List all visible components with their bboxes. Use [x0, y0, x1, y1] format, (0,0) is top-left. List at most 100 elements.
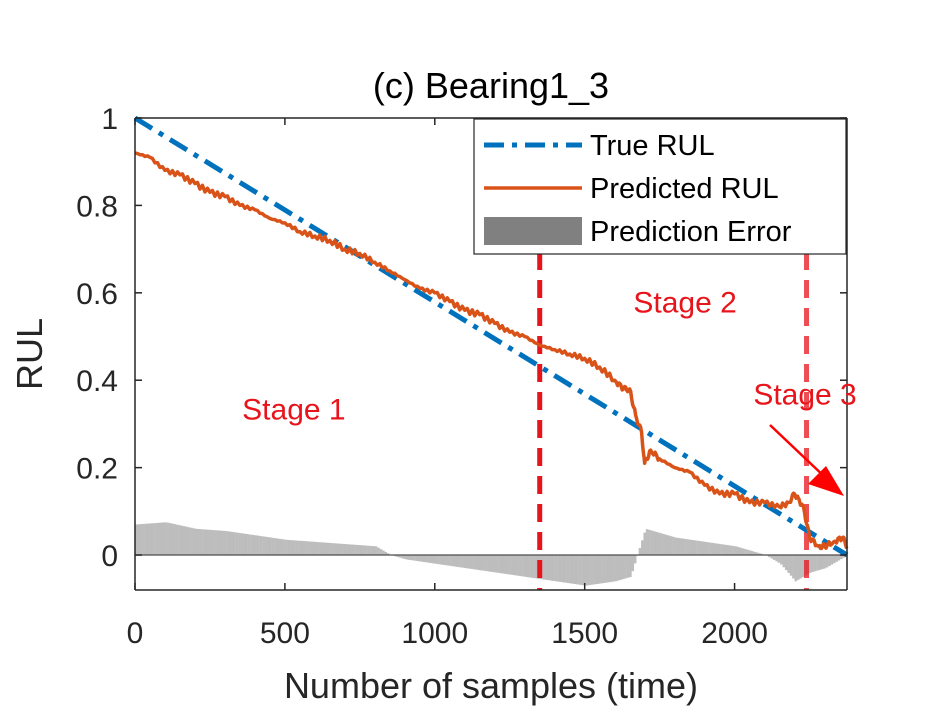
prediction-error-bar: [489, 555, 493, 572]
stage-label: Stage 1: [242, 394, 345, 427]
prediction-error-bar: [780, 555, 783, 565]
y-tick-label: 1: [101, 103, 118, 136]
prediction-error-bar: [302, 541, 306, 556]
prediction-error-bar: [144, 523, 148, 556]
prediction-error-bar: [396, 555, 400, 557]
prediction-error-bar: [796, 555, 800, 580]
prediction-error-bar: [355, 544, 359, 556]
prediction-error-bar: [228, 531, 232, 556]
prediction-error-bar: [139, 524, 143, 556]
prediction-error-bar: [631, 555, 635, 572]
prediction-error-bar: [199, 529, 203, 556]
prediction-error-bar: [295, 540, 299, 556]
prediction-error-bar: [748, 550, 752, 556]
prediction-error-bar: [269, 537, 272, 556]
prediction-error-bar: [209, 529, 212, 556]
prediction-error-bar: [612, 555, 615, 582]
prediction-error-bars: [135, 522, 848, 586]
prediction-error-bar: [511, 555, 515, 575]
prediction-error-bar: [674, 537, 678, 556]
prediction-error-bar: [240, 533, 244, 556]
prediction-error-bar: [166, 522, 169, 556]
stage-boundaries: [537, 252, 810, 590]
prediction-error-bar: [379, 549, 383, 556]
prediction-error-bar: [386, 553, 390, 556]
prediction-error-bar: [204, 529, 208, 556]
prediction-error-bar: [154, 523, 157, 556]
prediction-error-bar: [816, 555, 819, 571]
prediction-error-bar: [288, 540, 292, 556]
prediction-error-bar: [739, 547, 742, 556]
prediction-error-bar: [686, 539, 690, 556]
legend-entry: True RUL: [590, 130, 715, 162]
prediction-error-bar: [705, 542, 709, 556]
prediction-error-bar: [518, 555, 522, 577]
prediction-error-bar: [259, 536, 263, 556]
prediction-error-bar: [744, 549, 747, 556]
prediction-error-bar: [458, 555, 462, 568]
prediction-error-bar: [312, 541, 316, 556]
stage-label: Stage 3: [753, 378, 856, 411]
prediction-error-bar: [314, 541, 318, 556]
prediction-error-bar: [439, 555, 443, 565]
prediction-error-bar: [784, 555, 788, 571]
prediction-error-bar: [437, 555, 440, 565]
prediction-error-bar: [310, 541, 313, 556]
prediction-error-bar: [451, 555, 455, 567]
prediction-error-bar: [753, 551, 757, 556]
predicted-rul-line: [134, 151, 849, 551]
prediction-error-bar: [343, 544, 347, 556]
chart-title: (c) Bearing1_3: [373, 65, 609, 106]
prediction-error-bar: [336, 543, 340, 556]
prediction-error-bar: [813, 555, 817, 572]
prediction-error-bar: [307, 541, 311, 556]
prediction-error-bar: [238, 532, 241, 556]
prediction-error-bar: [293, 540, 296, 556]
prediction-error-bar: [665, 534, 668, 556]
prediction-error-bar: [698, 541, 702, 556]
prediction-error-bar: [331, 543, 335, 556]
prediction-error-bar: [403, 555, 407, 560]
prediction-error-bar: [252, 535, 256, 556]
prediction-error-bar: [720, 544, 723, 556]
prediction-error-bar: [533, 555, 536, 579]
prediction-error-bar: [427, 555, 431, 563]
prediction-error-bar: [811, 555, 814, 572]
prediction-error-bar: [523, 555, 527, 577]
prediction-error-bar: [629, 555, 632, 578]
prediction-error-bar: [722, 544, 726, 556]
prediction-error-bar: [470, 555, 474, 570]
prediction-error-bar: [691, 540, 695, 556]
prediction-error-bar: [432, 555, 435, 564]
legend: True RUL Predicted RUL Prediction Error: [473, 118, 847, 255]
prediction-error-bar: [250, 534, 253, 556]
prediction-error-bar: [322, 542, 325, 556]
prediction-error-bar: [772, 555, 776, 560]
prediction-error-bar: [576, 555, 579, 585]
prediction-error-bar: [557, 555, 560, 582]
prediction-error-bar: [216, 530, 220, 556]
y-tick-label: 0.4: [76, 365, 118, 398]
prediction-error-bar: [223, 530, 227, 556]
prediction-error-bar: [820, 555, 824, 570]
prediction-error-bar: [605, 555, 608, 583]
prediction-error-bar: [492, 555, 495, 573]
axes: 0 500 1000 1500 2000 0 0.2 0.4 0.6 0.8 1: [76, 103, 848, 650]
prediction-error-bar: [398, 555, 402, 558]
prediction-error-bar: [408, 555, 412, 560]
prediction-error-bar: [377, 547, 380, 556]
prediction-error-bar: [777, 555, 781, 563]
prediction-error-bar: [418, 555, 421, 562]
prediction-error-bar: [736, 546, 740, 556]
prediction-error-bar: [552, 555, 555, 581]
prediction-error-bar: [226, 531, 229, 556]
prediction-error-bar: [317, 542, 320, 556]
prediction-error-bar: [350, 544, 354, 556]
prediction-error-bar: [801, 555, 805, 578]
prediction-error-bar: [173, 524, 176, 556]
prediction-error-bar: [406, 555, 409, 560]
prediction-error-bar: [276, 538, 280, 556]
prediction-error-bar: [360, 545, 364, 556]
prediction-error-bar: [365, 545, 368, 556]
